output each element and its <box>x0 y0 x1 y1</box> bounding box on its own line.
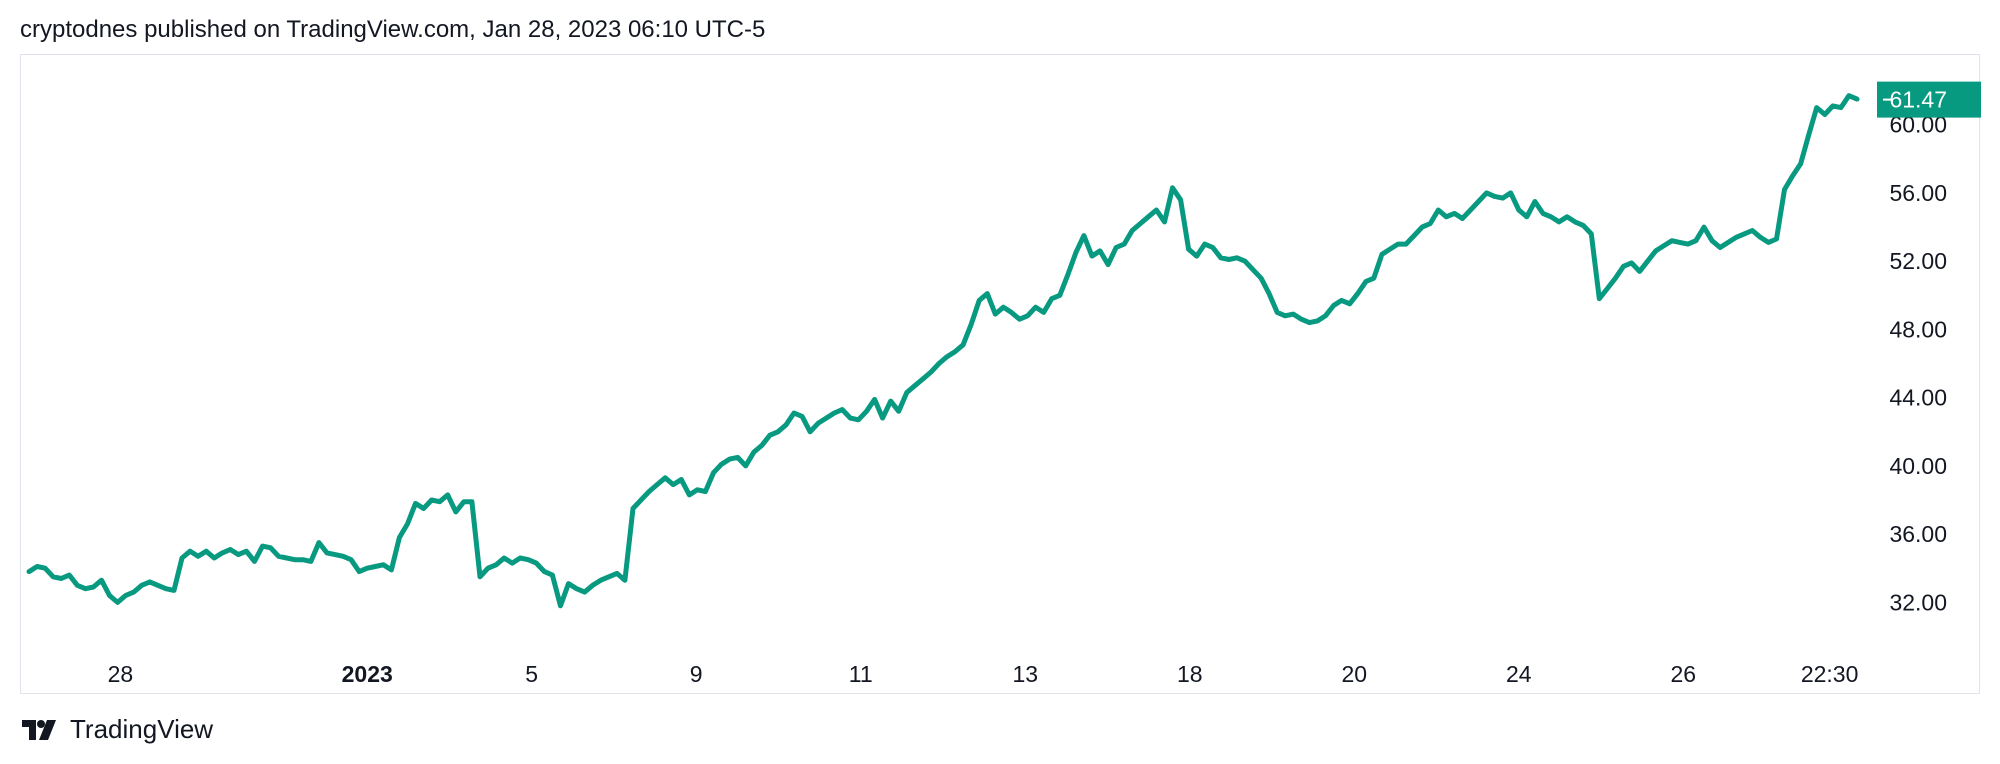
series-layer <box>26 93 1860 609</box>
y-tick-label: 48.00 <box>1889 316 1947 342</box>
last-price-label: 61.47 <box>1889 87 1947 113</box>
publisher-caption: cryptodnes published on TradingView.com,… <box>20 16 766 43</box>
y-tick-label: 56.00 <box>1889 180 1947 206</box>
footer-brand-text: TradingView <box>70 714 214 744</box>
y-tick-label: 36.00 <box>1889 521 1947 547</box>
chart-area[interactable]: 32.00 36.00 40.00 44.00 48.00 52.00 56.00 60.00… <box>20 54 1981 695</box>
y-tick-label: 52.00 <box>1889 248 1947 274</box>
x-tick-label: 18 <box>1177 661 1203 687</box>
tradingview-logo-icon <box>22 719 56 740</box>
x-tick-label: 5 <box>525 661 538 687</box>
x-tick-label: 20 <box>1342 661 1368 687</box>
price-tag-background <box>1877 81 1981 118</box>
y-tick-label: 32.00 <box>1889 589 1947 615</box>
y-tick-label: 40.00 <box>1889 453 1947 479</box>
x-tick-label: 26 <box>1671 661 1697 687</box>
x-tick-label: 28 <box>108 661 134 687</box>
price-line <box>26 93 1860 609</box>
x-tick-label: 24 <box>1506 661 1532 687</box>
x-tick-label: 11 <box>849 661 873 687</box>
x-tick-label: 13 <box>1013 661 1039 687</box>
last-price-tag: 61.47 <box>1877 81 1981 118</box>
x-tick-label: 22:30 <box>1801 661 1859 687</box>
x-tick-label: 9 <box>690 661 703 687</box>
price-chart[interactable]: 32.0036.0040.0044.0048.0052.0056.0060.00… <box>21 55 1981 695</box>
footer-branding[interactable]: TradingView <box>20 714 213 745</box>
x-tick-label: 2023 <box>342 661 393 687</box>
time-axis[interactable]: 28 2023 5 9 11 13 18 20 24 26 22:30 <box>108 661 1859 687</box>
y-tick-label: 44.00 <box>1889 385 1947 411</box>
